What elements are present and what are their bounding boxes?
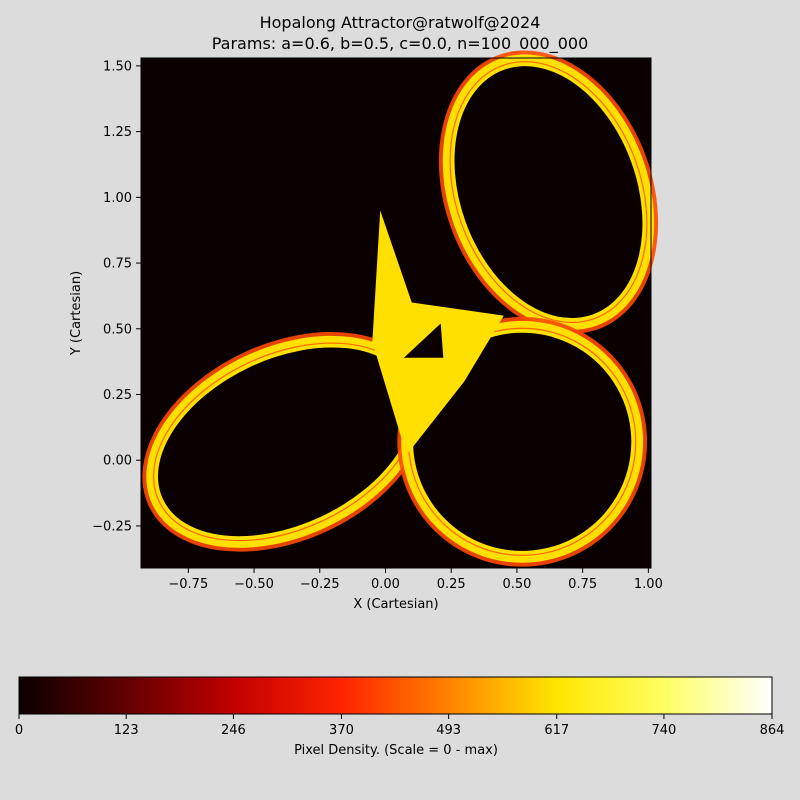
x-tick-label: 0.75 <box>568 577 597 592</box>
x-tick-label: 0.50 <box>502 577 531 592</box>
y-tick-label: 1.50 <box>103 59 132 74</box>
y-axis-ticks: −0.25 0.00 0.25 0.50 0.75 1.00 1.25 1.50 <box>92 59 141 534</box>
colorbar-ticks: 0 123 246 370 493 617 740 864 <box>15 714 785 738</box>
colorbar-tick-label: 0 <box>15 723 23 738</box>
colorbar-tick-label: 617 <box>544 723 569 738</box>
y-tick-label: −0.25 <box>92 519 132 534</box>
y-tick-label: 1.00 <box>103 191 132 206</box>
x-tick-label: 1.00 <box>634 577 663 592</box>
x-tick-label: 0.00 <box>371 577 400 592</box>
x-axis-label: X (Cartesian) <box>353 597 438 612</box>
colorbar-tick-label: 123 <box>114 723 139 738</box>
plot-frame <box>140 57 652 569</box>
y-tick-label: 0.25 <box>103 388 132 403</box>
y-axis-label: Y (Cartesian) <box>69 271 84 356</box>
y-tick-label: 0.00 <box>103 454 132 469</box>
colorbar <box>18 676 773 715</box>
x-tick-label: −0.25 <box>300 577 340 592</box>
colorbar-tick-label: 740 <box>652 723 677 738</box>
attractor-density-shape <box>142 50 659 567</box>
x-axis-ticks: −0.75 −0.50 −0.25 0.00 0.25 0.50 0.75 1.00 <box>168 568 663 592</box>
colorbar-tick-label: 370 <box>329 723 354 738</box>
attractor-lobe <box>438 50 659 334</box>
chart-subtitle: Params: a=0.6, b=0.5, c=0.0, n=100_000_0… <box>211 34 589 53</box>
colorbar-label: Pixel Density. (Scale = 0 - max) <box>294 743 498 758</box>
y-tick-label: 0.75 <box>103 257 132 272</box>
colorbar-tick-label: 864 <box>760 723 785 738</box>
lobe-hole <box>413 332 632 551</box>
x-tick-label: −0.75 <box>168 577 208 592</box>
colorbar-tick-label: 246 <box>221 723 246 738</box>
y-tick-label: 0.50 <box>103 322 132 337</box>
y-tick-label: 1.25 <box>103 125 132 140</box>
attractor-core-hole <box>403 323 444 358</box>
lobe-inner-ring <box>449 61 648 324</box>
x-tick-label: 0.25 <box>437 577 466 592</box>
chart-title: Hopalong Attractor@ratwolf@2024 <box>259 13 541 32</box>
x-tick-label: −0.50 <box>234 577 274 592</box>
attractor-lobe <box>142 331 429 552</box>
colorbar-tick-label: 493 <box>436 723 461 738</box>
lobe-hole <box>454 66 643 319</box>
lobe-hole <box>157 347 414 537</box>
